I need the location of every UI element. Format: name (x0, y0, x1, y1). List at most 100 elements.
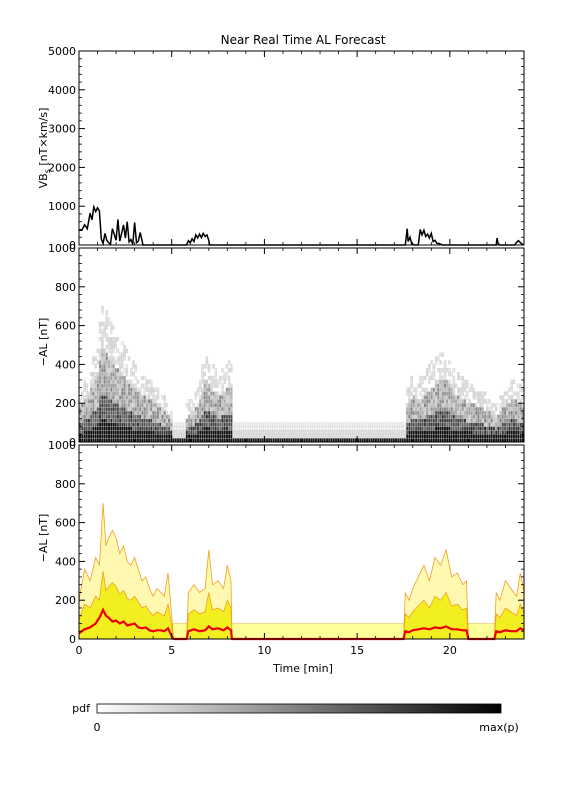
pdf-cell (520, 388, 522, 392)
pdf-cell (92, 388, 94, 392)
pdf-cell (206, 395, 208, 399)
pdf-cell (473, 430, 475, 434)
pdf-cell (179, 427, 181, 431)
pdf-cell (126, 411, 128, 415)
pdf-cell (184, 423, 186, 427)
pdf-cell (431, 388, 433, 392)
pdf-cell (132, 434, 134, 438)
pdf-cell (266, 434, 268, 438)
pdf-cell (144, 395, 146, 399)
pdf-cell (339, 438, 341, 442)
pdf-cell (460, 419, 462, 423)
pdf-cell (290, 438, 292, 442)
pdf-cell (464, 399, 466, 403)
pdf-cell (144, 392, 146, 396)
pdf-cell (435, 427, 437, 431)
pdf-cell (81, 430, 83, 434)
colorbar-min-label: 0 (94, 721, 101, 734)
pdf-cell (486, 423, 488, 427)
pdf-cell (235, 430, 237, 434)
pdf-cell (486, 419, 488, 423)
pdf-cell (139, 395, 141, 399)
pdf-cell (473, 419, 475, 423)
pdf-cell (482, 427, 484, 431)
pdf-cell (295, 427, 297, 431)
pdf-cell (213, 411, 215, 415)
pdf-cell (439, 399, 441, 403)
pdf-cell (95, 388, 97, 392)
pdf-cell (104, 415, 106, 419)
pdf-cell (333, 427, 335, 431)
pdf-cell (437, 419, 439, 423)
pdf-cell (439, 380, 441, 384)
pdf-cell (108, 337, 110, 341)
pdf-cell (124, 430, 126, 434)
pdf-cell (348, 423, 350, 427)
pdf-cell (495, 415, 497, 419)
pdf-cell (333, 434, 335, 438)
pdf-cell (466, 434, 468, 438)
pdf-cell (495, 407, 497, 411)
pdf-cell (99, 376, 101, 380)
pdf-cell (468, 434, 470, 438)
pdf-cell (230, 430, 232, 434)
pdf-cell (97, 419, 99, 423)
pdf-cell (480, 423, 482, 427)
pdf-cell (152, 427, 154, 431)
pdf-cell (382, 423, 384, 427)
pdf-cell (101, 438, 103, 442)
pdf-cell (504, 411, 506, 415)
pdf-cell (230, 392, 232, 396)
pdf-cell (391, 423, 393, 427)
pdf-cell (95, 427, 97, 431)
x-tick-label: 15 (350, 644, 364, 657)
pdf-cell (322, 434, 324, 438)
pdf-cell (112, 341, 114, 345)
pdf-cell (513, 419, 515, 423)
pdf-cell (148, 423, 150, 427)
pdf-cell (126, 407, 128, 411)
pdf-cell (517, 415, 519, 419)
pdf-cell (86, 415, 88, 419)
pdf-cell (480, 430, 482, 434)
pdf-cell (448, 384, 450, 388)
pdf-cell (344, 427, 346, 431)
pdf-cell (106, 333, 108, 337)
pdf-cell (517, 427, 519, 431)
pdf-cell (506, 419, 508, 423)
pdf-cell (402, 434, 404, 438)
pdf-cell (261, 427, 263, 431)
pdf-cell (382, 430, 384, 434)
pdf-cell (99, 395, 101, 399)
pdf-cell (106, 337, 108, 341)
pdf-cell (139, 407, 141, 411)
pdf-cell (413, 395, 415, 399)
pdf-cell (199, 388, 201, 392)
pdf-cell (373, 430, 375, 434)
pdf-cell (422, 388, 424, 392)
pdf-cell (357, 430, 359, 434)
pdf-cell (435, 403, 437, 407)
pdf-cell (384, 434, 386, 438)
pdf-cell (224, 380, 226, 384)
pdf-cell (270, 423, 272, 427)
pdf-cell (166, 423, 168, 427)
pdf-cell (219, 380, 221, 384)
pdf-cell (221, 415, 223, 419)
panel-al-forecast-ylabel: −AL [nT] (37, 514, 50, 563)
pdf-cell (84, 423, 86, 427)
pdf-cell (135, 407, 137, 411)
pdf-cell (228, 368, 230, 372)
pdf-cell (508, 419, 510, 423)
pdf-cell (117, 395, 119, 399)
pdf-cell (99, 415, 101, 419)
pdf-cell (457, 395, 459, 399)
pdf-cell (431, 411, 433, 415)
pdf-cell (126, 434, 128, 438)
pdf-cell (112, 384, 114, 388)
pdf-cell (217, 434, 219, 438)
pdf-cell (215, 399, 217, 403)
pdf-cell (104, 434, 106, 438)
pdf-cell (488, 399, 490, 403)
pdf-cell (241, 427, 243, 431)
